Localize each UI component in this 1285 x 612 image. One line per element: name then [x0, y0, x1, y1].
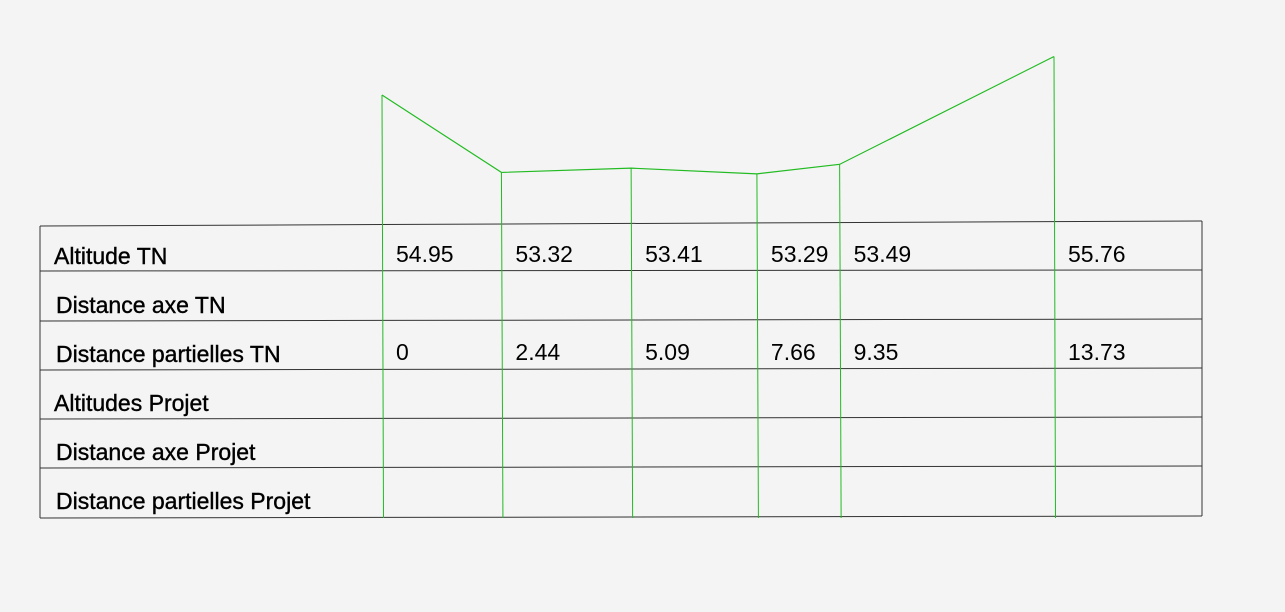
station-line [756, 173, 759, 519]
table-row-line [39, 416, 1203, 420]
table-row-line [39, 367, 1203, 371]
distance-value: 7.66 [771, 339, 816, 365]
row-label-distance-axe-projet: Distance axe Projet [56, 439, 256, 465]
station-line [839, 164, 842, 519]
table-row-line [39, 318, 1203, 322]
distance-value: 0 [396, 339, 409, 365]
altitude-value: 53.41 [645, 241, 703, 267]
row-labels: Altitude TN Distance axe TN Distance par… [54, 243, 311, 514]
station-line [500, 172, 504, 519]
altitude-value: 54.95 [396, 241, 454, 267]
distance-value: 5.09 [645, 339, 690, 365]
distance-value: 9.35 [854, 339, 899, 365]
table-row-line [39, 515, 1203, 519]
row-label-distance-axe-tn: Distance axe TN [56, 292, 226, 318]
table-grid [39, 220, 1203, 519]
table-row-line [39, 269, 1203, 272]
station-lines [381, 56, 1056, 519]
station-line [1053, 56, 1056, 519]
distance-value: 2.44 [515, 339, 560, 365]
row-label-distance-partielles-tn: Distance partielles TN [56, 341, 281, 367]
row-label-altitude-tn: Altitude TN [54, 243, 167, 269]
table-row-line [39, 465, 1203, 469]
table-row-line [39, 220, 1203, 227]
distance-values: 0 2.44 5.09 7.66 9.35 13.73 [396, 339, 1126, 365]
distance-value: 13.73 [1068, 339, 1126, 365]
altitude-value: 53.29 [771, 241, 829, 267]
row-label-distance-partielles-projet: Distance partielles Projet [56, 488, 311, 514]
terrain-profile-line [381, 55, 1055, 175]
station-line [381, 94, 384, 519]
row-label-altitudes-projet: Altitudes Projet [54, 390, 209, 416]
altitude-value: 53.49 [854, 241, 912, 267]
altitude-value: 53.32 [515, 241, 573, 267]
station-line [630, 168, 634, 519]
altitude-values: 54.95 53.32 53.41 53.29 53.49 55.76 [396, 241, 1126, 267]
altitude-value: 55.76 [1068, 241, 1126, 267]
